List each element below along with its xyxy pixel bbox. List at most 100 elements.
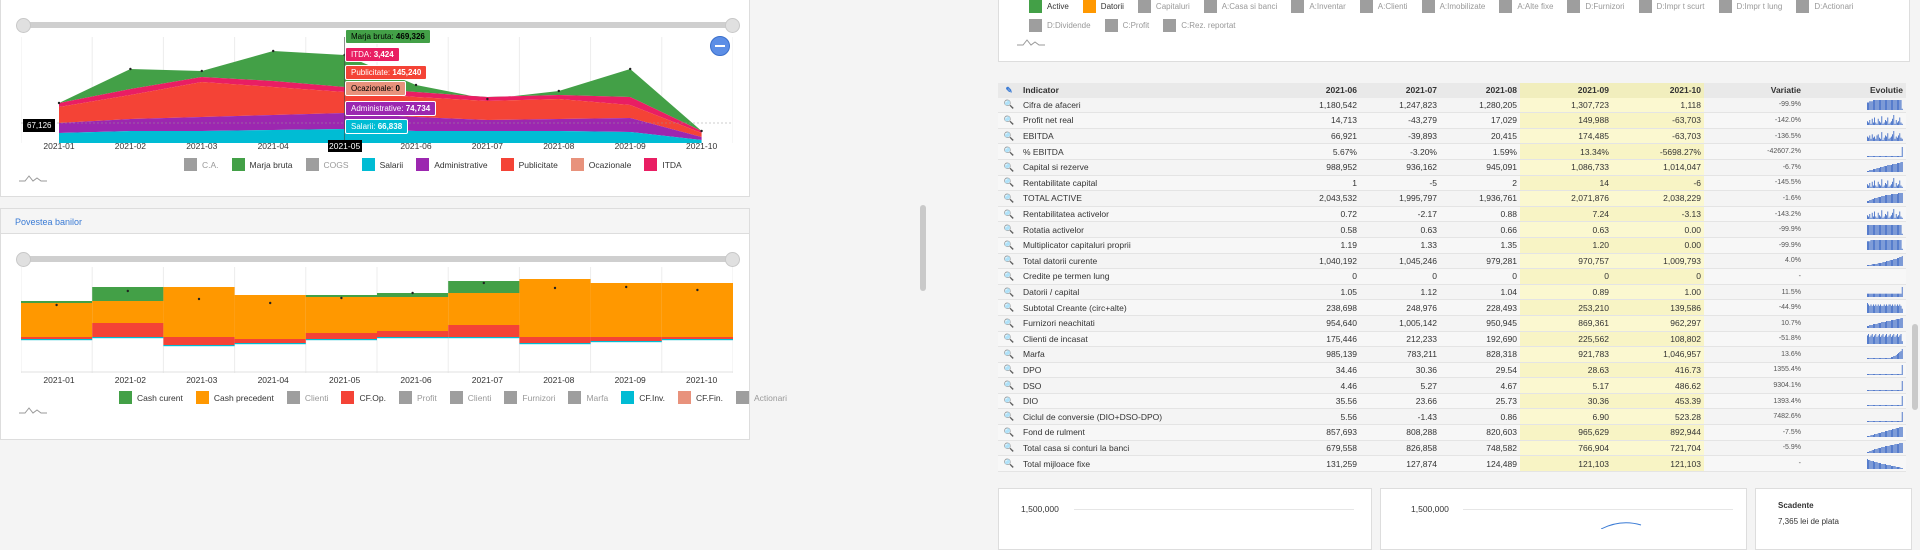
- chart1-range-end-handle[interactable]: [725, 18, 740, 33]
- col-header[interactable]: 2021-06: [1280, 83, 1360, 98]
- row-zoom-icon[interactable]: 🔍: [998, 97, 1020, 114]
- table-row[interactable]: 🔍 Rotatia activelor 0.58 0.63 0.66 0.63 0.00 -9…: [998, 221, 1906, 238]
- col-header[interactable]: 2021-09: [1520, 83, 1612, 98]
- col-header[interactable]: 2021-10: [1612, 83, 1704, 98]
- table-row[interactable]: 🔍 Credite pe termen lung 0 0 0 0 0-: [998, 268, 1906, 285]
- edit-table-icon[interactable]: ✎: [998, 83, 1020, 98]
- row-zoom-icon[interactable]: 🔍: [998, 190, 1020, 207]
- table-row[interactable]: 🔍 Datorii / capital 1.05 1.12 1.04 0.89 1.00 11…: [998, 284, 1906, 301]
- legend-item[interactable]: COGS: [305, 158, 349, 171]
- table-row[interactable]: 🔍 DIO 35.56 23.66 25.73 30.36 453.39 1393.4%: [998, 393, 1906, 410]
- row-zoom-icon[interactable]: 🔍: [998, 361, 1020, 379]
- table-row[interactable]: 🔍% EBITDA 5.67% -3.20% 1.59% 13.34% -5698.27%…: [998, 143, 1906, 160]
- table-row[interactable]: 🔍 Furnizori neachitati 954,640 1,005,142 950…: [998, 314, 1906, 332]
- row-zoom-icon[interactable]: 🔍: [998, 112, 1020, 129]
- row-zoom-icon[interactable]: 🔍: [998, 237, 1020, 254]
- legend-item[interactable]: Capitaluri: [1137, 0, 1190, 16]
- legend-item[interactable]: ITDA: [644, 158, 682, 171]
- table-row[interactable]: 🔍 Ciclul de conversie (DIO+DSO-DPO) 5.56 -1…: [998, 408, 1906, 426]
- row-zoom-icon[interactable]: 🔍: [998, 346, 1020, 363]
- row-zoom-icon[interactable]: 🔍: [998, 221, 1020, 238]
- legend-item[interactable]: D:Furnizori: [1567, 0, 1625, 16]
- legend-item[interactable]: Furnizori: [504, 391, 555, 404]
- table-row[interactable]: 🔍 Total datorii curente 1,040,192 1,045,246…: [998, 253, 1906, 270]
- chart1-range-slider[interactable]: [21, 22, 733, 28]
- legend-item[interactable]: CF.Op.: [341, 391, 386, 404]
- table-row[interactable]: 🔍 Total mijloace fixe 131,259 127,874 124,48…: [998, 455, 1906, 472]
- table-row[interactable]: 🔍 TOTAL ACTIVE 2,043,532 1,995,797 1,936,761…: [998, 190, 1906, 207]
- legend-item[interactable]: CF.Inv.: [621, 391, 665, 404]
- row-zoom-icon[interactable]: 🔍: [998, 424, 1020, 441]
- row-zoom-icon[interactable]: 🔍: [998, 206, 1020, 223]
- table-row[interactable]: 🔍 Rentabilitatea activelor 0.72 -2.17 0.88 7.…: [998, 206, 1906, 223]
- row-zoom-icon[interactable]: 🔍: [998, 284, 1020, 301]
- legend-item[interactable]: D:Impr t lung: [1718, 0, 1782, 16]
- legend-item[interactable]: Marja bruta: [231, 158, 293, 171]
- chart1-zoom-button[interactable]: [710, 36, 730, 56]
- row-zoom-icon[interactable]: 🔍: [998, 299, 1020, 316]
- legend-item[interactable]: Publicitate: [500, 158, 558, 171]
- legend-item[interactable]: A:Imobilizate: [1421, 0, 1485, 16]
- variation-header[interactable]: Variatie: [1704, 83, 1804, 98]
- legend-item[interactable]: Profit: [398, 391, 437, 404]
- table-row[interactable]: 🔍 EBITDA 66,921 -39,893 20,415 174,485 -63,703…: [998, 128, 1906, 145]
- table-row[interactable]: 🔍 Subtotal Creante (circ+alte) 238,698 248,…: [998, 299, 1906, 316]
- chart1-range-start-handle[interactable]: [16, 18, 31, 33]
- legend-item[interactable]: Salarii: [361, 158, 403, 171]
- table-row[interactable]: 🔍 Profit net real 14,713 -43,279 17,029 149,9…: [998, 112, 1906, 129]
- row-zoom-icon[interactable]: 🔍: [998, 128, 1020, 145]
- table-row[interactable]: 🔍 Clienti de incasat 175,446 212,233 192,690…: [998, 331, 1906, 348]
- col-header[interactable]: 2021-07: [1360, 83, 1440, 98]
- legend-item[interactable]: A:Alte fixe: [1499, 0, 1553, 16]
- table-row[interactable]: 🔍 Total casa si conturi la banci 679,558 82…: [998, 440, 1906, 457]
- legend-item[interactable]: A:Inventar: [1291, 0, 1346, 16]
- row-zoom-icon[interactable]: 🔍: [998, 408, 1020, 426]
- row-zoom-icon[interactable]: 🔍: [998, 393, 1020, 410]
- legend-item[interactable]: Administrative: [416, 158, 488, 171]
- legend-item[interactable]: Clienti: [286, 391, 328, 404]
- row-zoom-icon[interactable]: 🔍: [998, 253, 1020, 270]
- row-zoom-icon[interactable]: 🔍: [998, 331, 1020, 348]
- table-row[interactable]: 🔍 Fond de rulment 857,693 808,288 820,603 965…: [998, 424, 1906, 441]
- legend-item[interactable]: D:Dividende: [1029, 16, 1091, 35]
- legend-item[interactable]: A:Clienti: [1359, 0, 1408, 16]
- table-row[interactable]: 🔍 DPO 34.46 30.36 29.54 28.63 416.73 1355.4%: [998, 361, 1906, 379]
- balance-series-toggle-icon[interactable]: [1017, 39, 1045, 47]
- row-zoom-icon[interactable]: 🔍: [998, 158, 1020, 176]
- table-row[interactable]: 🔍 Cifra de afaceri 1,180,542 1,247,823 1,280…: [998, 97, 1906, 114]
- legend-item[interactable]: C.A.: [184, 158, 219, 171]
- legend-item[interactable]: D:Impr t scurt: [1638, 0, 1705, 16]
- page-scrollbar[interactable]: [1912, 324, 1918, 410]
- col-header[interactable]: 2021-08: [1440, 83, 1520, 98]
- evolution-header[interactable]: Evolutie: [1804, 83, 1906, 98]
- legend-item[interactable]: Datorii: [1082, 0, 1124, 16]
- legend-item[interactable]: Ocazionale: [570, 158, 631, 171]
- row-zoom-icon[interactable]: 🔍: [998, 440, 1020, 457]
- table-row[interactable]: 🔍 Marfa 985,139 783,211 828,318 921,783 1,046,…: [998, 346, 1906, 363]
- legend-item[interactable]: Active: [1029, 0, 1069, 16]
- legend-item[interactable]: Cash precedent: [195, 391, 274, 404]
- legend-item[interactable]: A:Casa si banci: [1203, 0, 1277, 16]
- chart2-range-slider[interactable]: [21, 256, 733, 262]
- table-row[interactable]: 🔍 Capital si rezerve 988,952 936,162 945,091…: [998, 158, 1906, 176]
- table-row[interactable]: 🔍 DSO 4.46 5.27 4.67 5.17 486.62 9304.1%: [998, 377, 1906, 394]
- table-row[interactable]: 🔍 Rentabilitate capital 1 -5 2 14 -6 -145.5%: [998, 175, 1906, 192]
- indicator-header[interactable]: Indicator: [1020, 83, 1280, 98]
- left-pane-scrollbar[interactable]: [920, 205, 926, 291]
- legend-item[interactable]: Actionari: [735, 391, 787, 404]
- legend-item[interactable]: D:Actionari: [1796, 0, 1853, 16]
- chart2-range-end-handle[interactable]: [725, 252, 740, 267]
- legend-item[interactable]: C:Profit: [1104, 16, 1149, 35]
- chart1-series-toggle-icon[interactable]: [19, 175, 47, 183]
- legend-item[interactable]: C:Rez. reportat: [1163, 16, 1236, 35]
- row-zoom-icon[interactable]: 🔍: [998, 314, 1020, 332]
- money-story-title[interactable]: Povestea banilor: [15, 217, 83, 227]
- chart2-range-start-handle[interactable]: [16, 252, 31, 267]
- table-row[interactable]: 🔍 Multiplicator capitaluri proprii 1.19 1.3…: [998, 237, 1906, 254]
- row-zoom-icon[interactable]: 🔍: [998, 175, 1020, 192]
- row-zoom-icon[interactable]: 🔍: [998, 455, 1020, 472]
- chart2-series-toggle-icon[interactable]: [19, 407, 47, 415]
- row-zoom-icon[interactable]: 🔍: [998, 268, 1020, 285]
- legend-item[interactable]: Clienti: [449, 391, 491, 404]
- legend-item[interactable]: Marfa: [568, 391, 608, 404]
